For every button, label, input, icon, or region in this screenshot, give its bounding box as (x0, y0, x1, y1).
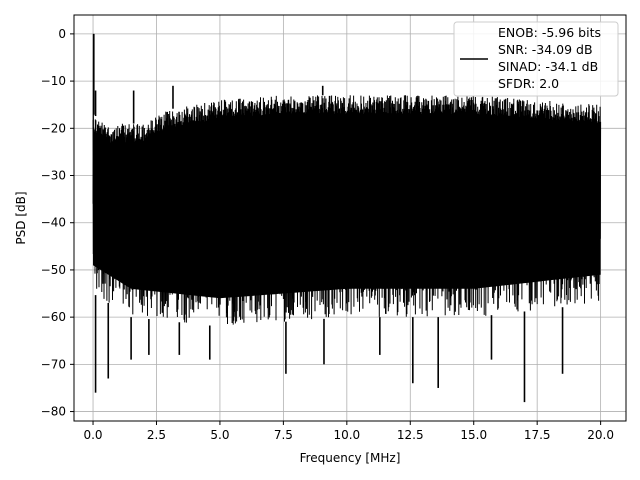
y-axis-ticks: 0 −10 −20 −30 −40 −50 −60 −70 −80 (41, 27, 74, 419)
x-tick-label: 20.0 (587, 428, 614, 442)
plot-area (92, 33, 602, 403)
y-tick-label: −60 (41, 310, 66, 324)
y-tick-label: −40 (41, 216, 66, 230)
y-tick-label: −10 (41, 74, 66, 88)
y-axis-label: PSD [dB] (14, 191, 28, 244)
x-tick-label: 7.5 (274, 428, 293, 442)
x-axis-label: Frequency [MHz] (300, 451, 401, 465)
x-tick-label: 5.0 (210, 428, 229, 442)
y-tick-label: −20 (41, 121, 66, 135)
y-tick-label: −70 (41, 357, 66, 371)
y-tick-label: −50 (41, 263, 66, 277)
y-tick-label: −30 (41, 169, 66, 183)
legend-box (453, 21, 619, 97)
x-tick-label: 2.5 (147, 428, 166, 442)
x-tick-label: 0.0 (83, 428, 102, 442)
x-tick-label: 12.5 (397, 428, 424, 442)
legend-sinad: SINAD: -34.1 dB (498, 59, 598, 74)
x-tick-label: 10.0 (333, 428, 360, 442)
x-tick-label: 17.5 (524, 428, 551, 442)
legend-snr: SNR: -34.09 dB (498, 42, 593, 57)
legend-sfdr: SFDR: 2.0 (498, 76, 559, 91)
legend-enob: ENOB: -5.96 bits (498, 25, 601, 40)
x-tick-label: 15.0 (460, 428, 487, 442)
y-tick-label: −80 (41, 405, 66, 419)
axes-frame (73, 14, 627, 422)
y-tick-label: 0 (58, 27, 66, 41)
legend: ENOB: -5.96 bits SNR: -34.09 dB SINAD: -… (453, 21, 619, 97)
x-axis-ticks: 0.0 2.5 5.0 7.5 10.0 12.5 15.0 17.5 20.0 (83, 421, 614, 442)
psd-series-line (92, 33, 602, 325)
